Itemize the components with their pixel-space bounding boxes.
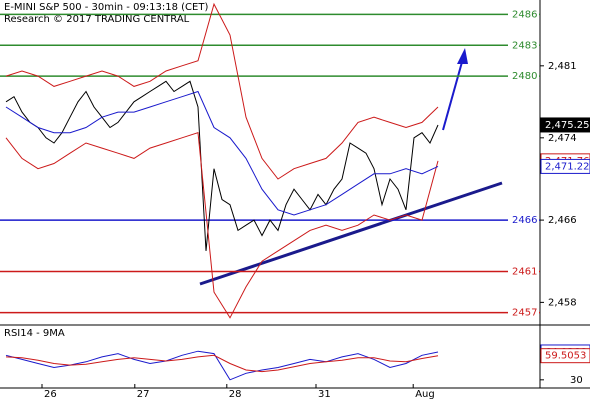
chart-title: E-MINI S&P 500 - 30min - 09:13:18 (CET): [4, 2, 208, 13]
arrow-head: [457, 48, 468, 64]
x-tick-label: Aug: [415, 389, 435, 400]
chart-subtitle: Research © 2017 TRADING CENTRAL: [4, 14, 190, 25]
rsi-tick-label: 30: [570, 375, 583, 386]
y-tick-label: 2,474: [548, 133, 577, 144]
level-label: 2483: [512, 40, 537, 51]
series-line: [5, 132, 439, 319]
x-tick-label: 26: [44, 389, 57, 400]
series-line: [5, 350, 439, 381]
value-label: 59.5053: [545, 351, 586, 362]
level-label: 2461: [512, 267, 537, 278]
series-line: [5, 80, 439, 251]
value-label-box: [540, 158, 590, 174]
rsi-title: RSI14 - 9MA: [4, 328, 65, 339]
series-line: [5, 354, 439, 373]
level-label-box: [508, 265, 539, 278]
level-label-box: [508, 306, 539, 319]
level-label: 2480: [512, 71, 537, 82]
value-label: 2,471.22: [545, 161, 590, 172]
value-label-box: [540, 117, 590, 133]
x-tick-label: 31: [318, 389, 331, 400]
level-label-box: [508, 39, 539, 52]
level-label-box: [508, 8, 539, 21]
level-label-box: [508, 214, 539, 227]
forecast-arrow: [442, 61, 463, 131]
level-label: 2457: [512, 308, 537, 319]
level-label-box: [508, 70, 539, 83]
y-tick-label: 2,481: [548, 61, 577, 72]
series-line: [5, 2, 439, 180]
y-tick-label: 2,466: [548, 215, 577, 226]
x-tick-label: 27: [137, 389, 150, 400]
level-label: 2486: [512, 9, 537, 20]
trend-line: [199, 181, 503, 286]
level-label: 2466: [512, 215, 537, 226]
y-tick-label: 2,458: [548, 297, 577, 308]
series-line: [5, 90, 439, 216]
value-label: 2,475.25: [545, 120, 590, 131]
value-label-box: [540, 348, 590, 364]
x-tick-label: 28: [229, 389, 242, 400]
